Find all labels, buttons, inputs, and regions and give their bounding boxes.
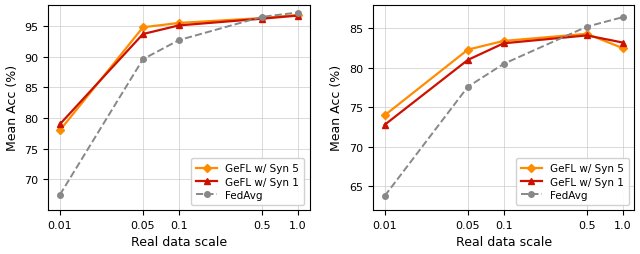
GeFL w/ Syn 1 bbox=[619, 42, 627, 45]
GeFL w/ Syn 5 bbox=[56, 129, 64, 132]
FedAvg bbox=[56, 194, 64, 197]
GeFL w/ Syn 1 bbox=[464, 59, 472, 62]
Y-axis label: Mean Acc (%): Mean Acc (%) bbox=[330, 65, 344, 151]
Line: FedAvg: FedAvg bbox=[57, 11, 300, 198]
GeFL w/ Syn 1 bbox=[381, 124, 388, 127]
FedAvg bbox=[258, 16, 266, 19]
GeFL w/ Syn 1 bbox=[583, 35, 591, 38]
Legend: GeFL w/ Syn 5, GeFL w/ Syn 1, FedAvg: GeFL w/ Syn 5, GeFL w/ Syn 1, FedAvg bbox=[516, 159, 629, 205]
GeFL w/ Syn 1 bbox=[139, 33, 147, 36]
Legend: GeFL w/ Syn 5, GeFL w/ Syn 1, FedAvg: GeFL w/ Syn 5, GeFL w/ Syn 1, FedAvg bbox=[191, 159, 305, 205]
GeFL w/ Syn 1 bbox=[56, 123, 64, 126]
GeFL w/ Syn 5 bbox=[139, 27, 147, 30]
GeFL w/ Syn 1 bbox=[500, 43, 508, 46]
FedAvg bbox=[500, 63, 508, 66]
X-axis label: Real data scale: Real data scale bbox=[131, 235, 227, 248]
GeFL w/ Syn 1 bbox=[258, 18, 266, 21]
Y-axis label: Mean Acc (%): Mean Acc (%) bbox=[6, 65, 19, 151]
GeFL w/ Syn 1 bbox=[175, 25, 182, 28]
FedAvg bbox=[175, 39, 182, 42]
GeFL w/ Syn 5 bbox=[381, 114, 388, 117]
Line: GeFL w/ Syn 1: GeFL w/ Syn 1 bbox=[381, 33, 626, 129]
GeFL w/ Syn 5 bbox=[500, 40, 508, 43]
FedAvg bbox=[294, 12, 301, 15]
GeFL w/ Syn 5 bbox=[294, 14, 301, 18]
Line: FedAvg: FedAvg bbox=[382, 15, 625, 199]
FedAvg bbox=[619, 17, 627, 20]
FedAvg bbox=[464, 86, 472, 89]
GeFL w/ Syn 5 bbox=[583, 33, 591, 36]
GeFL w/ Syn 1 bbox=[294, 15, 301, 18]
X-axis label: Real data scale: Real data scale bbox=[456, 235, 552, 248]
FedAvg bbox=[381, 195, 388, 198]
Line: GeFL w/ Syn 1: GeFL w/ Syn 1 bbox=[56, 13, 301, 128]
Line: GeFL w/ Syn 5: GeFL w/ Syn 5 bbox=[57, 13, 300, 134]
FedAvg bbox=[139, 58, 147, 61]
GeFL w/ Syn 5 bbox=[619, 47, 627, 50]
GeFL w/ Syn 5 bbox=[258, 18, 266, 21]
GeFL w/ Syn 5 bbox=[175, 22, 182, 25]
Line: GeFL w/ Syn 5: GeFL w/ Syn 5 bbox=[382, 32, 625, 119]
FedAvg bbox=[583, 26, 591, 29]
GeFL w/ Syn 5 bbox=[464, 49, 472, 52]
